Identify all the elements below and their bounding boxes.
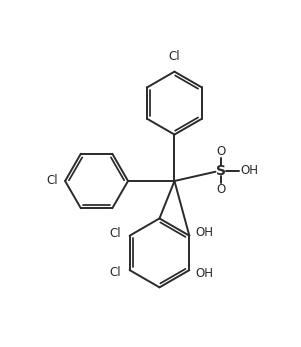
Text: OH: OH <box>195 226 213 239</box>
Text: OH: OH <box>240 164 258 177</box>
Text: Cl: Cl <box>46 175 57 187</box>
Text: Cl: Cl <box>110 227 121 240</box>
Text: O: O <box>216 145 225 159</box>
Text: Cl: Cl <box>110 266 121 279</box>
Text: S: S <box>216 163 226 178</box>
Text: Cl: Cl <box>169 50 180 63</box>
Text: O: O <box>216 183 225 196</box>
Text: OH: OH <box>195 267 213 280</box>
